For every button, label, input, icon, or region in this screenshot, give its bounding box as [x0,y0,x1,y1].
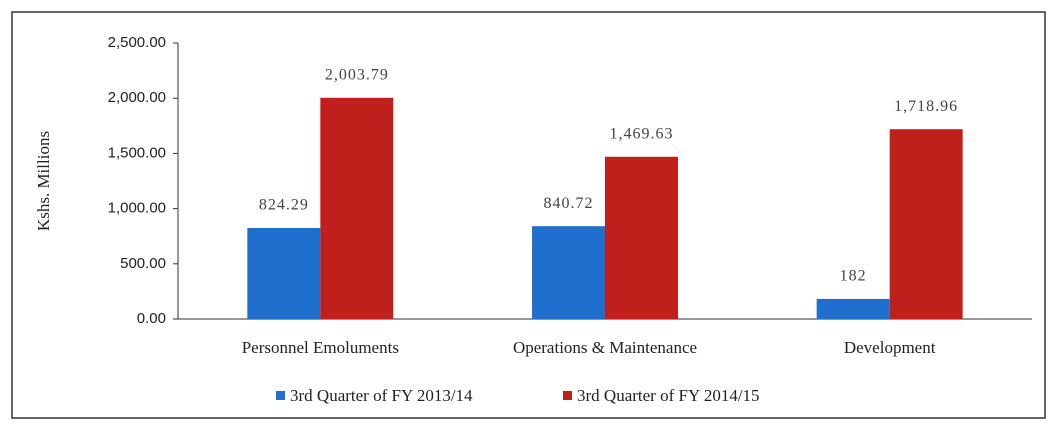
frame [11,11,1046,419]
bar [605,156,678,319]
y-tick-label: 2,500.00 [108,34,166,51]
y-tick-label: 0.00 [137,310,166,327]
data-label: 182 [840,268,867,285]
x-tick-label: Operations & Maintenance [513,338,697,357]
bar [247,227,321,319]
legend-swatch [276,391,285,400]
data-label: 824.29 [259,197,309,214]
legend-label: 3rd Quarter of FY 2014/15 [577,386,760,405]
legend-label: 3rd Quarter of FY 2013/14 [290,386,473,405]
x-tick-label: Development [844,338,936,357]
y-tick-label: 1,000.00 [108,200,166,217]
bar [532,226,605,319]
x-tick-label: Personnel Emoluments [242,338,399,357]
bar [816,298,890,319]
y-axis-label: Kshs. Millions [34,131,53,231]
bar [320,97,394,319]
y-tick-label: 500.00 [120,255,166,272]
bar [889,129,963,319]
data-label: 1,718.96 [894,98,958,115]
data-label: 1,469.63 [610,125,674,142]
y-tick-label: 1,500.00 [108,144,166,161]
data-label: 2,003.79 [325,66,389,83]
data-label: 840.72 [544,195,594,212]
y-tick-label: 2,000.00 [108,89,166,106]
legend-swatch [563,391,572,400]
